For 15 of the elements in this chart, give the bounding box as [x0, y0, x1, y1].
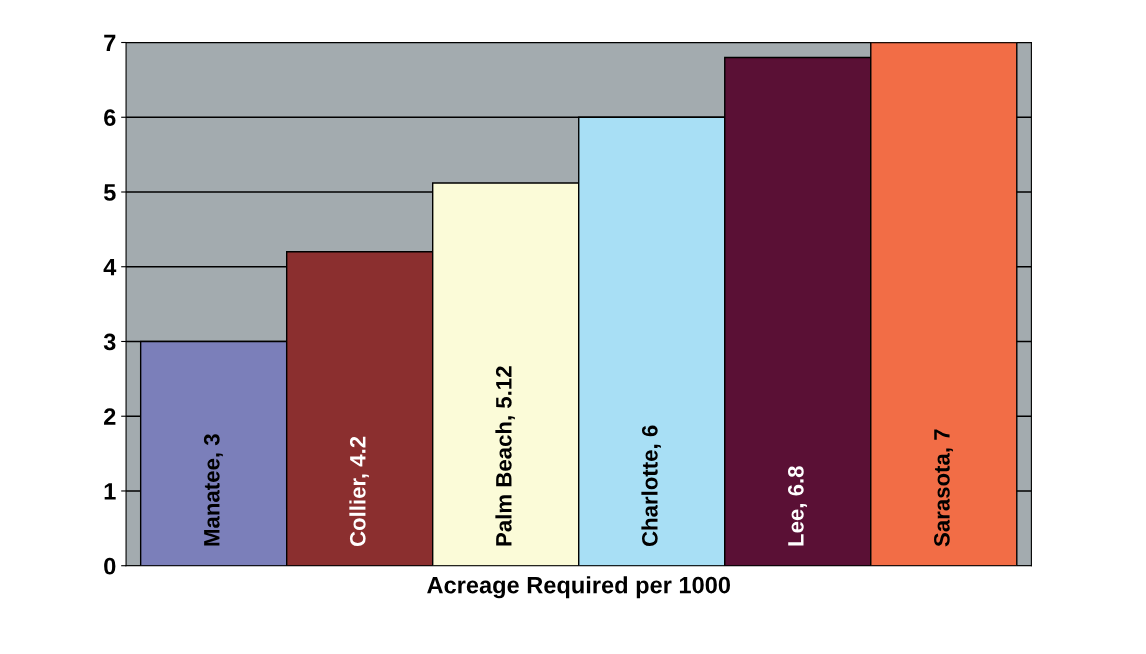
y-tick-label: 4: [103, 259, 117, 276]
y-tick-label: 2: [104, 408, 116, 425]
y-tick-label: 1: [104, 483, 116, 500]
data-label: Charlotte, 6: [641, 425, 661, 547]
data-label: Sarasota, 7: [934, 429, 953, 547]
x-axis-title: Acreage Required per 1000: [427, 576, 730, 599]
data-label: Collier, 4.2: [349, 436, 369, 547]
y-tick-label: 5: [103, 184, 116, 201]
data-label: Palm Beach, 5.12: [495, 366, 515, 546]
y-tick-label: 0: [104, 557, 116, 575]
data-label: Lee, 6.8: [787, 466, 807, 546]
y-tick-label: 6: [104, 109, 116, 127]
data-label: Manatee, 3: [203, 434, 223, 546]
y-tick-label: 7: [104, 34, 116, 52]
y-tick-label: 3: [103, 333, 116, 351]
